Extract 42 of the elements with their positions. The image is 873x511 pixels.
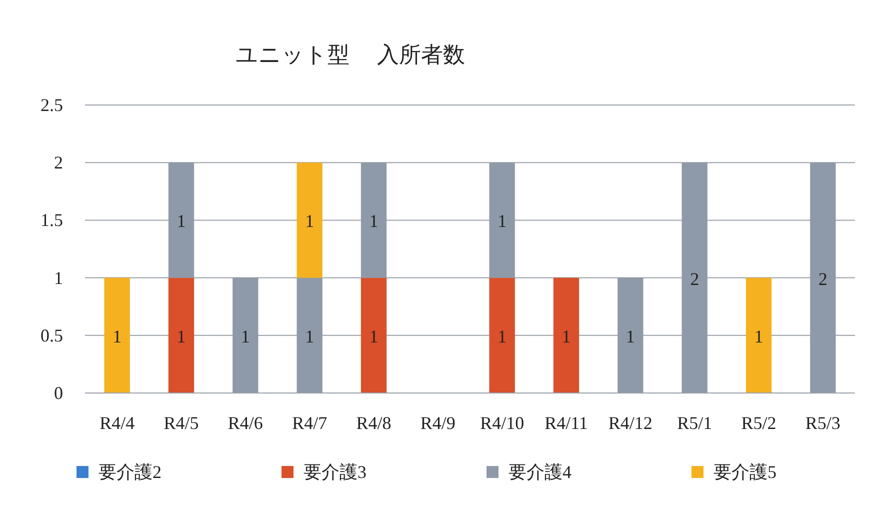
x-tick-label: R4/7	[292, 413, 328, 433]
legend-label: 要介護2	[98, 462, 162, 482]
chart-title: ユニット型 入所者数	[235, 42, 465, 67]
y-tick-label: 2	[54, 152, 63, 173]
data-label: 1	[498, 211, 507, 232]
x-tick-label: R5/1	[677, 413, 712, 433]
data-label: 1	[176, 326, 186, 346]
x-tick-label: R5/2	[741, 413, 776, 433]
x-tick-label: R5/3	[805, 413, 840, 433]
y-tick-label: 2.5	[40, 95, 63, 115]
x-tick-label: R4/6	[228, 413, 263, 433]
x-tick-label: R4/4	[100, 413, 135, 433]
legend-item: 要介護2	[76, 462, 162, 482]
legend-label: 要介護4	[508, 462, 572, 482]
data-label: 1	[562, 326, 571, 346]
legend-label: 要介護5	[714, 462, 776, 482]
data-label: 2	[690, 268, 700, 289]
data-label: 1	[305, 211, 314, 232]
x-tick-label: R4/8	[356, 413, 392, 433]
y-tick-label: 0.5	[40, 325, 63, 346]
data-label: 2	[818, 268, 828, 289]
legend-item: 要介護3	[282, 462, 366, 482]
x-tick-label: R4/9	[420, 413, 456, 433]
x-tick-label: R4/5	[164, 413, 199, 433]
data-label: 1	[626, 326, 635, 346]
data-label: 1	[176, 211, 186, 232]
x-tick-label: R4/12	[608, 413, 652, 433]
data-label: 1	[305, 326, 314, 346]
legend-item: 要介護4	[486, 462, 572, 482]
legend-item: 要介護5	[692, 462, 776, 482]
legend-label: 要介護3	[304, 462, 366, 482]
data-label: 1	[754, 326, 764, 346]
data-label: 1	[498, 326, 507, 346]
data-label: 1	[369, 326, 378, 346]
y-tick-label: 1.5	[40, 210, 63, 230]
data-label: 1	[112, 326, 122, 346]
data-label: 1	[240, 326, 250, 346]
y-tick-label: 0	[54, 383, 63, 403]
x-tick-label: R4/11	[544, 413, 588, 433]
x-tick-label: R4/10	[480, 413, 524, 433]
y-tick-label: 1	[54, 268, 63, 288]
data-label: 1	[369, 211, 378, 232]
